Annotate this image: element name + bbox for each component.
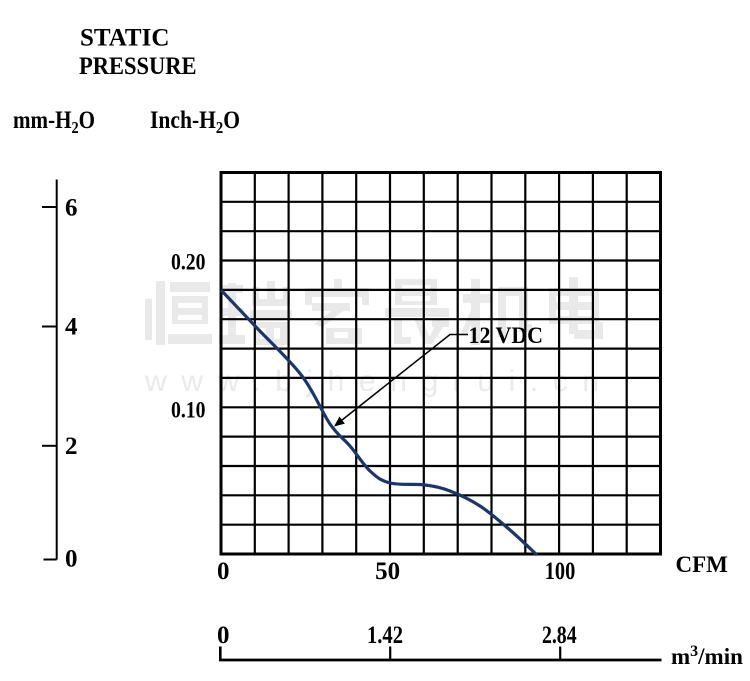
svg-text:12 VDC: 12 VDC [469, 323, 544, 348]
svg-text:STATIC: STATIC [80, 25, 169, 52]
svg-text:0: 0 [217, 558, 230, 585]
svg-text:50: 50 [375, 558, 400, 585]
svg-text:2.84: 2.84 [542, 622, 577, 649]
svg-text:6: 6 [65, 194, 78, 221]
svg-text:1.42: 1.42 [367, 622, 403, 649]
svg-text:0.10: 0.10 [171, 398, 206, 423]
svg-text:Inch-H2O: Inch-H2O [150, 107, 240, 137]
svg-text:4: 4 [65, 314, 78, 341]
svg-text:0.20: 0.20 [171, 250, 206, 275]
svg-text:mm-H2O: mm-H2O [13, 107, 95, 137]
svg-text:CFM: CFM [676, 552, 729, 577]
svg-text:m3/min: m3/min [671, 643, 743, 669]
svg-text:PRESSURE: PRESSURE [79, 53, 197, 80]
svg-text:www.bjhengrui.cn: www.bjhengrui.cn [144, 365, 614, 398]
svg-text:100: 100 [545, 558, 576, 585]
svg-text:0: 0 [217, 622, 230, 649]
svg-text:0: 0 [65, 546, 78, 573]
svg-text:2: 2 [65, 433, 78, 460]
